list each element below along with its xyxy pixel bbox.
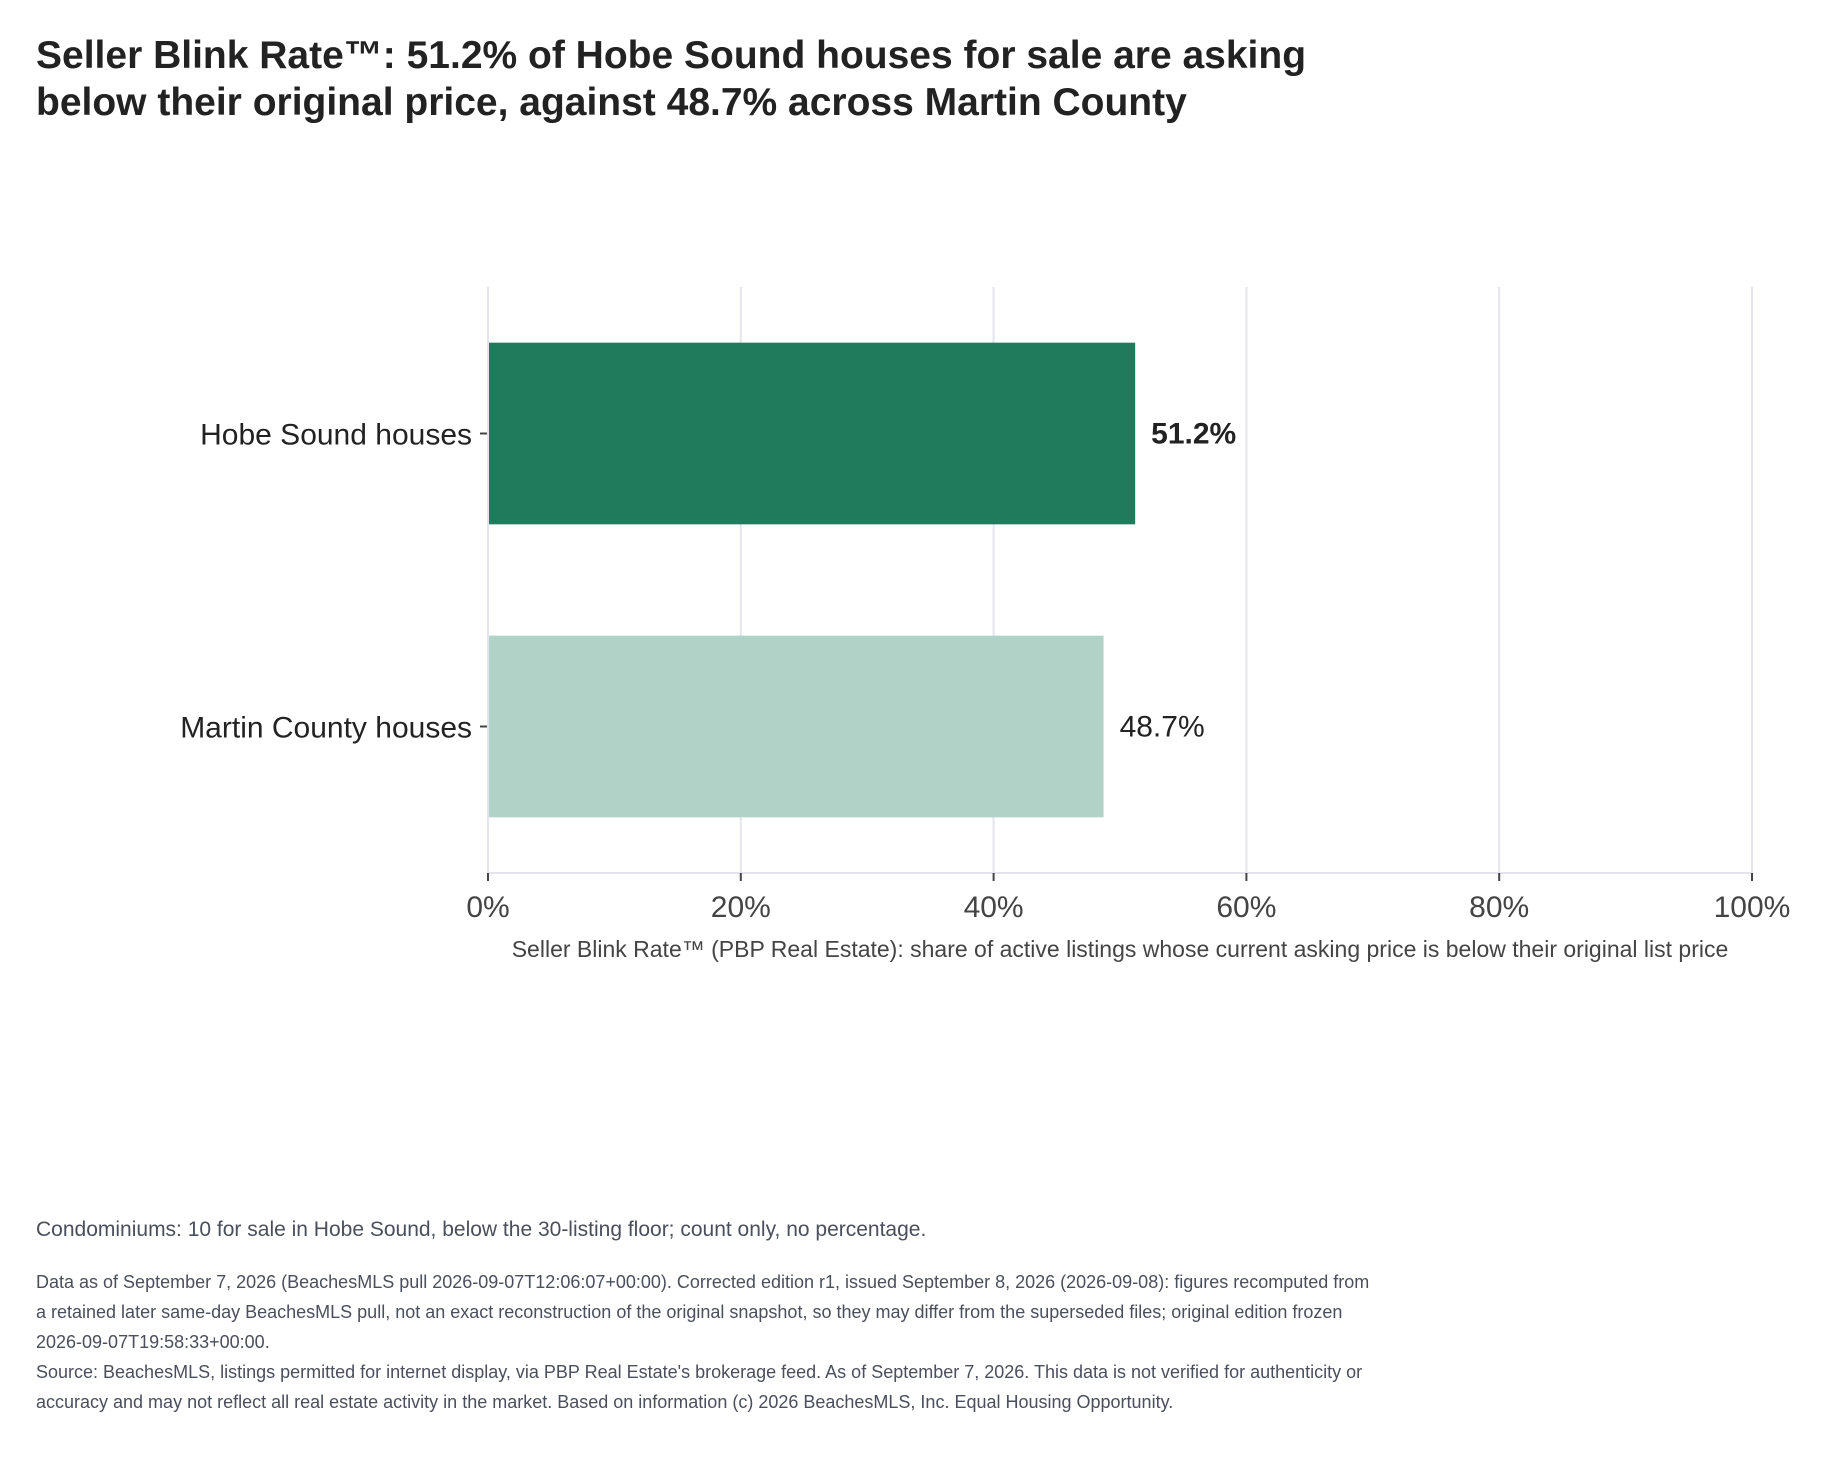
x-tick-label: 0% bbox=[466, 891, 509, 924]
category-label: Martin County houses bbox=[180, 712, 472, 745]
data-note: Data as of September 7, 2026 (BeachesMLS… bbox=[36, 1272, 1370, 1352]
data-label: 48.7% bbox=[1120, 711, 1205, 744]
x-axis-title: Seller Blink Rate™ (PBP Real Estate): sh… bbox=[512, 936, 1729, 962]
category-labels: Hobe Sound houses Martin County houses bbox=[180, 419, 488, 745]
bar-1 bbox=[488, 635, 1104, 818]
source-note: Source: BeachesMLS, listings permitted f… bbox=[36, 1362, 1363, 1412]
category-label: Hobe Sound houses bbox=[200, 419, 472, 452]
bars: 51.2% 48.7% bbox=[488, 342, 1236, 818]
x-tick-label: 40% bbox=[964, 891, 1024, 924]
x-axis: 0% 20% 40% 60% 80% 100% bbox=[466, 287, 1790, 924]
x-tick-label: 100% bbox=[1714, 891, 1791, 924]
condominium-note: Condominiums: 10 for sale in Hobe Sound,… bbox=[36, 1218, 927, 1241]
chart-title: Seller Blink Rate™: 51.2% of Hobe Sound … bbox=[36, 34, 1307, 124]
bar-0 bbox=[488, 342, 1136, 525]
footer: Data as of September 7, 2026 (BeachesMLS… bbox=[36, 1267, 1376, 1417]
x-tick-label: 80% bbox=[1469, 891, 1529, 924]
x-tick-label: 60% bbox=[1216, 891, 1276, 924]
x-tick-label: 20% bbox=[711, 891, 771, 924]
data-label: 51.2% bbox=[1151, 418, 1236, 451]
bar-chart: 51.2% 48.7% Hobe Sound houses Martin Count… bbox=[180, 287, 1790, 962]
